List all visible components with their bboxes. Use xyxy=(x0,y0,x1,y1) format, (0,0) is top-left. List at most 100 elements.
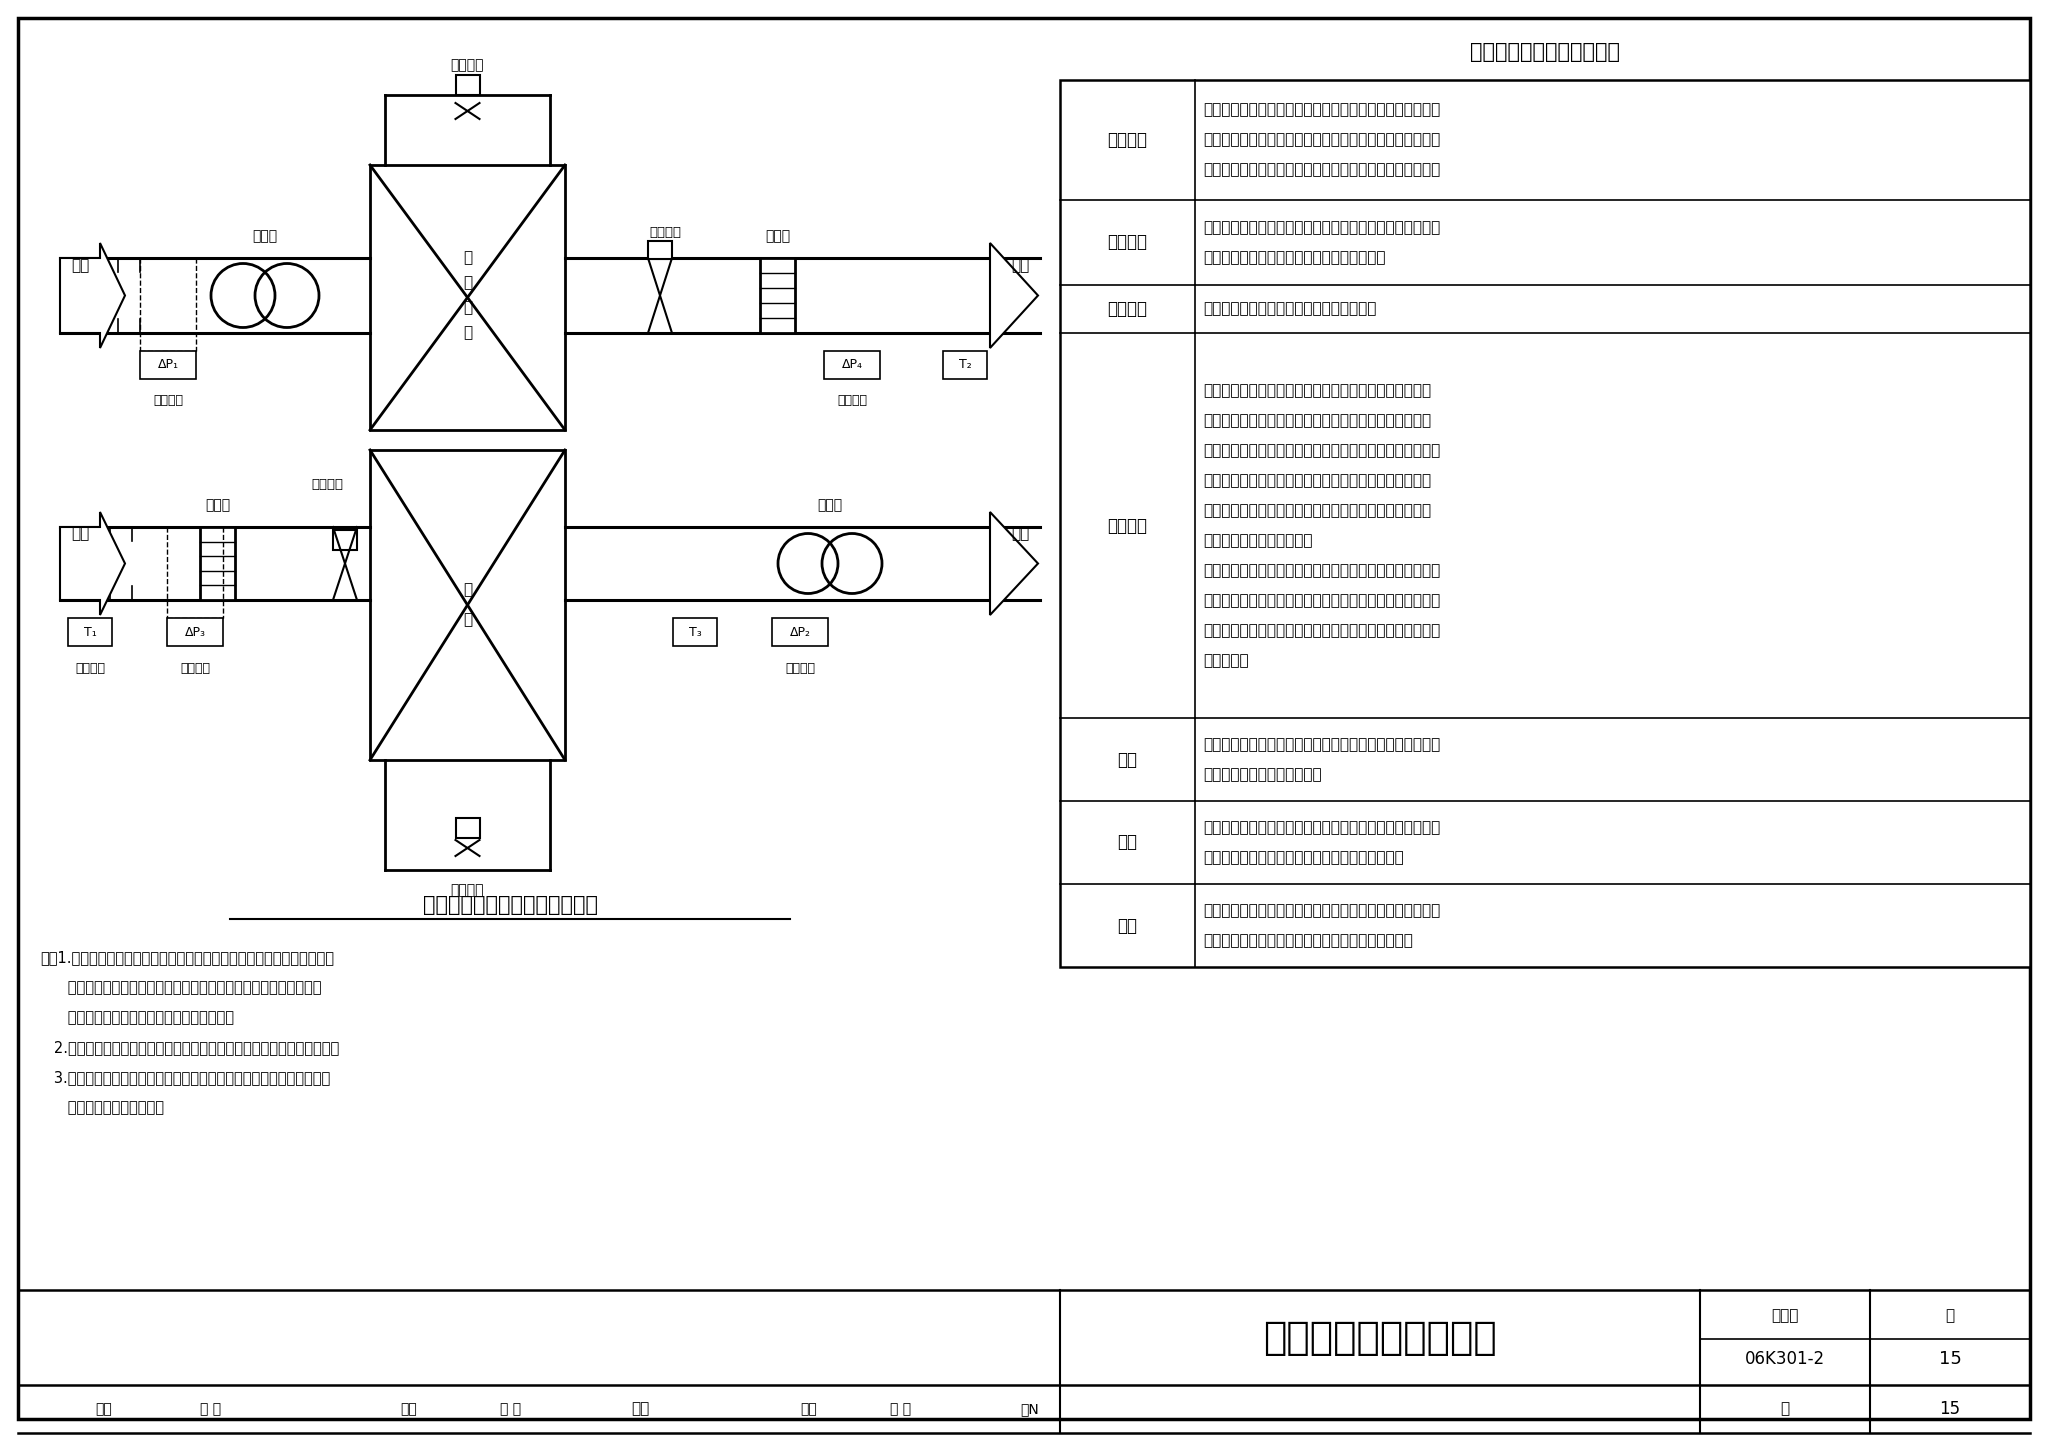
Text: 实际使用中可根据要求与加热、冷却及加湿设备配套使用，: 实际使用中可根据要求与加热、冷却及加湿设备配套使用， xyxy=(1202,132,1440,148)
Text: 置: 置 xyxy=(463,325,471,341)
Text: 或根据设计条件减少热回收装置本身的旁通机构等设备部件: 或根据设计条件减少热回收装置本身的旁通机构等设备部件 xyxy=(1202,162,1440,178)
Text: 空气一空气热回收装置控制原理: 空气一空气热回收装置控制原理 xyxy=(422,895,598,915)
Text: 风温度低于新风温度时，开启送、排风主管上的电动风阀，: 风温度低于新风温度时，开启送、排风主管上的电动风阀， xyxy=(1202,443,1440,458)
Text: 赵 民: 赵 民 xyxy=(891,1403,911,1415)
Text: 压差监测: 压差监测 xyxy=(154,395,182,408)
Bar xyxy=(772,618,827,647)
Text: 热回收装置控制原理图: 热回收装置控制原理图 xyxy=(1264,1319,1497,1357)
Bar xyxy=(647,241,672,259)
Bar xyxy=(371,450,565,760)
Text: 风直接进入室内时）：关闭送、排风主管上的电动风阀，: 风直接进入室内时）：关闭送、排风主管上的电动风阀， xyxy=(1202,503,1432,517)
Text: 06K301-2: 06K301-2 xyxy=(1745,1351,1825,1368)
Text: 装: 装 xyxy=(463,582,471,598)
Text: 过滤器: 过滤器 xyxy=(766,228,791,243)
Text: 速；夏季：当排风温度低于新风温度时，启动转轮传送电机: 速；夏季：当排风温度低于新风温度时，启动转轮传送电机 xyxy=(1202,624,1440,638)
Text: 通过在不同季节对比新风、排风温度的高低，控制各电动风: 通过在不同季节对比新风、排风温度的高低，控制各电动风 xyxy=(1202,220,1440,236)
Text: 风机启动后，进、出口两侧压差低于设定值时，联锁停机；: 风机启动后，进、出口两侧压差低于设定值时，联锁停机； xyxy=(1202,821,1440,835)
Bar xyxy=(455,818,479,838)
Text: 同文: 同文 xyxy=(631,1401,649,1417)
Text: 3.对严寒、寒冷地区，新风处上可设有防霜冻控制器，并与送排风机以: 3.对严寒、寒冷地区，新风处上可设有防霜冻控制器，并与送排风机以 xyxy=(41,1071,330,1085)
Text: 新风: 新风 xyxy=(72,526,90,540)
Text: 审核: 审核 xyxy=(94,1403,113,1415)
Text: 排风: 排风 xyxy=(72,259,90,273)
Text: 开启旁通管上的电动风阀。: 开启旁通管上的电动风阀。 xyxy=(1202,533,1313,547)
Text: T₂: T₂ xyxy=(958,358,971,372)
Text: 风机启动后，进、出口两侧压差低于设定值时，自动报警；: 风机启动后，进、出口两侧压差低于设定值时，自动报警； xyxy=(1202,902,1440,918)
Polygon shape xyxy=(59,243,125,348)
Text: 监测: 监测 xyxy=(1118,750,1137,769)
Bar xyxy=(139,351,197,379)
Text: 15: 15 xyxy=(1939,1400,1960,1418)
Text: 电动风阀: 电动风阀 xyxy=(451,57,483,72)
Polygon shape xyxy=(59,512,125,615)
Bar xyxy=(1061,80,2030,967)
Text: 冬季：当排风温度高于新风温度时，开启送、排风主管上: 冬季：当排风温度高于新风温度时，开启送、排风主管上 xyxy=(1202,384,1432,398)
Text: 15: 15 xyxy=(1939,1351,1962,1368)
Text: 对于有回风、冷热盘管以及加湿等可参考常规空调原理选用；对于: 对于有回风、冷热盘管以及加湿等可参考常规空调原理选用；对于 xyxy=(41,980,322,994)
Text: 排风: 排风 xyxy=(1012,259,1030,273)
Text: 校对: 校对 xyxy=(399,1403,416,1415)
Text: 风机启停、电动风阀以及转轮传送电机启停: 风机启停、电动风阀以及转轮传送电机启停 xyxy=(1202,302,1376,316)
Bar xyxy=(674,618,717,647)
Text: 压差监测: 压差监测 xyxy=(784,661,815,674)
Text: 新风、排风过滤器两侧压差超过设定值时，自动报警: 新风、排风过滤器两侧压差超过设定值时，自动报警 xyxy=(1202,933,1413,948)
Polygon shape xyxy=(989,512,1038,615)
Bar xyxy=(760,259,795,333)
Text: 同时关闭旁通管上的电动风阀；过渡季（当需要室外的新: 同时关闭旁通管上的电动风阀；过渡季（当需要室外的新 xyxy=(1202,473,1432,489)
Text: 控制原理: 控制原理 xyxy=(1108,233,1147,251)
Text: 压差报警: 压差报警 xyxy=(180,661,211,674)
Text: 热: 热 xyxy=(463,250,471,264)
Text: 2.本控制采用新风和排风温度比较，也可采用焓值比较其节能效果更佳。: 2.本控制采用新风和排风温度比较，也可采用焓值比较其节能效果更佳。 xyxy=(41,1040,340,1055)
Bar xyxy=(168,618,223,647)
Text: 本原理图包含有热回收装置的风机、过滤器以及旁通机构，: 本原理图包含有热回收装置的风机、过滤器以及旁通机构， xyxy=(1202,102,1440,118)
Text: 系统说明: 系统说明 xyxy=(1108,131,1147,149)
Text: 联锁: 联锁 xyxy=(1118,833,1137,852)
Text: 设计: 设计 xyxy=(801,1403,817,1415)
Text: T₁: T₁ xyxy=(84,625,96,638)
Text: 控制方法: 控制方法 xyxy=(1108,516,1147,535)
Text: 轮传送电机的启停和工作状态: 轮传送电机的启停和工作状态 xyxy=(1202,767,1321,782)
Bar xyxy=(942,351,987,379)
Text: ΔP₄: ΔP₄ xyxy=(842,358,862,372)
Text: 图集号: 图集号 xyxy=(1772,1308,1798,1323)
Text: 压差报警: 压差报警 xyxy=(838,395,866,408)
Text: 阀的开、关；对于转轮式又可控制转轮的转速: 阀的开、关；对于转轮式又可控制转轮的转速 xyxy=(1202,250,1386,264)
Bar xyxy=(823,351,881,379)
Text: 送风机: 送风机 xyxy=(817,499,842,512)
Text: 桂N: 桂N xyxy=(1020,1403,1038,1415)
Text: 控制对象: 控制对象 xyxy=(1108,300,1147,318)
Bar xyxy=(455,75,479,95)
Text: 压差报警: 压差报警 xyxy=(76,661,104,674)
Text: 报警: 报警 xyxy=(1118,917,1137,934)
Text: 电动风阀: 电动风阀 xyxy=(311,479,342,491)
Bar xyxy=(371,165,565,430)
Text: 周 锁: 周 锁 xyxy=(500,1403,520,1415)
Text: 装: 装 xyxy=(463,300,471,315)
Text: 对于转轮式冬季、过渡季：当排风温度高于新风温度时启动: 对于转轮式冬季、过渡季：当排风温度高于新风温度时启动 xyxy=(1202,563,1440,578)
Text: ΔP₃: ΔP₃ xyxy=(184,625,205,638)
Text: 页: 页 xyxy=(1946,1308,1954,1323)
Text: 电动风阀: 电动风阀 xyxy=(649,227,682,240)
Text: 排风机: 排风机 xyxy=(252,228,279,243)
Text: ΔP₂: ΔP₂ xyxy=(788,625,811,638)
Text: 转轮传送电机，同时比较新风温度与室内温度控制转轮的转: 转轮传送电机，同时比较新风温度与室内温度控制转轮的转 xyxy=(1202,593,1440,608)
Bar xyxy=(334,530,356,550)
Bar xyxy=(68,618,113,647)
Text: 新风温度、排风温度、送风温度和送风机、排风风机以及转: 新风温度、排风温度、送风温度和送风机、排风风机以及转 xyxy=(1202,737,1440,752)
Text: T₃: T₃ xyxy=(688,625,700,638)
Text: 及转轮的传动机构联锁。: 及转轮的传动机构联锁。 xyxy=(41,1099,164,1115)
Text: 当送风温度低于设定温度时，联锁关闭送、排风机: 当送风温度低于设定温度时，联锁关闭送、排风机 xyxy=(1202,851,1403,865)
Text: 回: 回 xyxy=(463,274,471,290)
Text: 送风: 送风 xyxy=(1012,526,1030,540)
Text: 热回收装置控制要求及说明: 热回收装置控制要求及说明 xyxy=(1470,42,1620,62)
Text: 并全速运行: 并全速运行 xyxy=(1202,652,1249,668)
Text: 小风量或简易的热回收装置选用时可简化。: 小风量或简易的热回收装置选用时可简化。 xyxy=(41,1010,233,1025)
Text: ΔP₁: ΔP₁ xyxy=(158,358,178,372)
Text: 置: 置 xyxy=(463,612,471,628)
Polygon shape xyxy=(989,243,1038,348)
Text: 电动风阀: 电动风阀 xyxy=(451,882,483,897)
Text: 注：1.本控制原理及要求为通用做法，对于无旁通形式可参考此原理选用；: 注：1.本控制原理及要求为通用做法，对于无旁通形式可参考此原理选用； xyxy=(41,950,334,966)
Text: 页: 页 xyxy=(1780,1401,1790,1417)
Bar xyxy=(201,527,236,601)
Text: 季 传: 季 传 xyxy=(201,1403,221,1415)
